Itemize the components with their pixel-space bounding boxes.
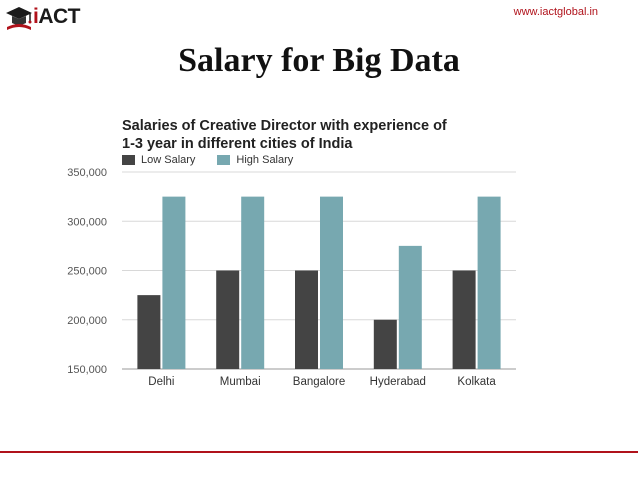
x-tick-label: Bangalore xyxy=(293,376,345,388)
bar-high-salary xyxy=(320,196,343,369)
x-tick-label: Kolkata xyxy=(457,376,496,388)
chart-title: Salaries of Creative Director with exper… xyxy=(122,117,522,153)
legend-item-high: High Salary xyxy=(217,154,293,166)
legend-item-low: Low Salary xyxy=(122,154,195,166)
y-tick-label: 300,000 xyxy=(67,216,107,228)
bar-high-salary xyxy=(477,196,501,369)
legend-swatch-low xyxy=(122,155,135,165)
graduation-cap-icon xyxy=(6,7,32,30)
iact-logo: iACT xyxy=(4,3,100,33)
logo-letters-act: ACT xyxy=(38,5,81,28)
chart-title-line-1: Salaries of Creative Director with exper… xyxy=(122,118,447,134)
bar-high-salary xyxy=(241,196,265,369)
bar-low-salary xyxy=(137,295,161,369)
legend-label-low: Low Salary xyxy=(141,154,196,166)
logo-letter-i: i xyxy=(33,5,39,28)
chart-title-line-2: 1-3 year in different cities of India xyxy=(122,136,353,152)
legend-swatch-high xyxy=(217,155,231,165)
bar-low-salary xyxy=(452,270,476,369)
y-tick-label: 200,000 xyxy=(67,315,107,327)
chart-legend: Low Salary High Salary xyxy=(122,154,315,166)
site-url[interactable]: www.iactglobal.in xyxy=(513,6,598,18)
y-tick-label: 350,000 xyxy=(67,167,107,179)
x-tick-label: Delhi xyxy=(148,376,174,388)
footer-divider xyxy=(0,451,638,453)
logo-text: iACT xyxy=(33,5,81,29)
bar-high-salary xyxy=(162,196,186,369)
y-tick-label: 150,000 xyxy=(67,364,107,376)
slide-title: Salary for Big Data xyxy=(178,42,460,79)
bar-high-salary xyxy=(398,245,422,369)
bar-low-salary xyxy=(373,319,397,369)
x-tick-label: Mumbai xyxy=(220,376,261,388)
legend-label-high: High Salary xyxy=(236,154,294,166)
bar-low-salary xyxy=(216,270,240,369)
bar-low-salary xyxy=(295,270,318,369)
y-tick-label: 250,000 xyxy=(67,266,107,278)
x-tick-label: Hyderabad xyxy=(370,376,426,388)
